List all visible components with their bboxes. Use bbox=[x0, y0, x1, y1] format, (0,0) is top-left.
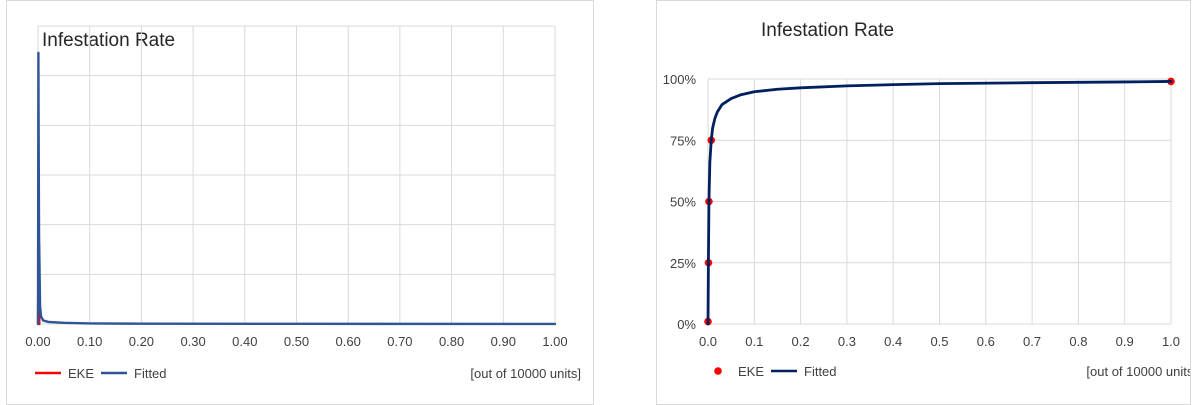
y-tick-label: 50% bbox=[670, 195, 696, 210]
series-line-fitted bbox=[706, 80, 1173, 326]
x-tick-label: 0.2 bbox=[792, 334, 810, 349]
legend-label-fitted: Fitted bbox=[804, 364, 837, 379]
x-tick-label: 0.0 bbox=[699, 334, 717, 349]
series-line-fitted bbox=[36, 51, 557, 326]
legend-marker-eke bbox=[714, 367, 722, 375]
chart-panel-right: Infestation Rate 0.0 0.1 0.2 0.3 0.4 0.5 0.6 0.7… bbox=[656, 0, 1191, 405]
x-tick-label: 0.80 bbox=[439, 334, 464, 349]
x-tick-label: 0.30 bbox=[180, 334, 205, 349]
x-tick-label: 0.7 bbox=[1023, 334, 1041, 349]
y-tick-label: 100% bbox=[663, 72, 697, 87]
y-tick-label: 0% bbox=[677, 317, 696, 332]
axis-unit-note: [out of 10000 units] bbox=[470, 366, 581, 381]
y-tick-label: 25% bbox=[670, 256, 696, 271]
x-tick-label: 1.00 bbox=[542, 334, 567, 349]
x-tick-label: 0.8 bbox=[1069, 334, 1087, 349]
legend-label-fitted: Fitted bbox=[134, 366, 167, 381]
x-tick-label: 0.6 bbox=[977, 334, 995, 349]
x-tick-label: 0.40 bbox=[232, 334, 257, 349]
chart-panel-left: Infestation Rate 0.00 0.10 0.20 0.30 0.40 0.50… bbox=[6, 0, 594, 405]
chart-right: Infestation Rate 0.0 0.1 0.2 0.3 0.4 0.5 0.6 0.7… bbox=[663, 20, 1190, 379]
y-tick-label: 75% bbox=[670, 133, 696, 148]
x-tick-label: 0.3 bbox=[838, 334, 856, 349]
x-tick-label: 1.0 bbox=[1162, 334, 1180, 349]
x-tick-label: 0.00 bbox=[25, 334, 50, 349]
x-tick-label: 0.9 bbox=[1116, 334, 1134, 349]
chart-title: Infestation Rate bbox=[761, 20, 894, 41]
x-tick-label: 0.1 bbox=[745, 334, 763, 349]
x-tick-label: 0.10 bbox=[77, 334, 102, 349]
x-tick-label: 0.20 bbox=[129, 334, 154, 349]
axis-unit-note: [out of 10000 units] bbox=[1086, 364, 1190, 379]
legend-label-eke: EKE bbox=[738, 364, 764, 379]
legend-label-eke: EKE bbox=[68, 366, 94, 381]
chart-left: Infestation Rate 0.00 0.10 0.20 0.30 0.40 0.50… bbox=[25, 25, 581, 381]
x-tick-label: 0.70 bbox=[387, 334, 412, 349]
chart-title: Infestation Rate bbox=[42, 30, 175, 51]
x-tick-label: 0.50 bbox=[284, 334, 309, 349]
x-tick-label: 0.5 bbox=[930, 334, 948, 349]
x-tick-label: 0.90 bbox=[491, 334, 516, 349]
x-tick-label: 0.4 bbox=[884, 334, 902, 349]
x-tick-label: 0.60 bbox=[336, 334, 361, 349]
